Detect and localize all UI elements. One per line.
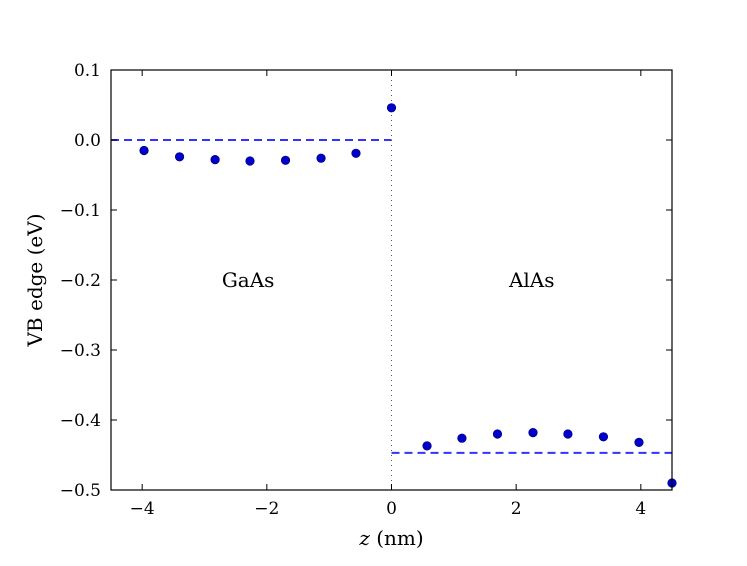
y-tick-label: −0.3 xyxy=(60,341,101,361)
x-axis-ticks: −4 −2 0 2 4 xyxy=(130,70,646,519)
data-points xyxy=(139,103,677,488)
data-point xyxy=(422,441,432,451)
data-point xyxy=(563,429,573,439)
x-tick-label: 4 xyxy=(635,499,646,519)
x-tick-label: −2 xyxy=(254,499,279,519)
data-point xyxy=(457,433,467,443)
data-point xyxy=(634,437,644,448)
data-point xyxy=(280,155,291,165)
data-point xyxy=(386,103,397,113)
y-tick-label: −0.4 xyxy=(60,411,101,431)
y-tick-label: 0.0 xyxy=(74,131,101,151)
x-axis-variable: z xyxy=(358,526,370,550)
data-point xyxy=(245,156,255,166)
data-point xyxy=(598,432,609,442)
data-point xyxy=(351,148,361,158)
data-point xyxy=(528,428,538,438)
x-tick-label: 2 xyxy=(511,499,522,519)
x-axis-unit: (nm) xyxy=(370,526,424,550)
data-point xyxy=(316,153,326,163)
data-point xyxy=(174,152,185,162)
reference-lines xyxy=(111,70,672,490)
x-tick-label: −4 xyxy=(130,499,155,519)
y-tick-label: 0.1 xyxy=(74,61,101,81)
annotations: GaAs AlAs xyxy=(222,268,555,292)
y-tick-label: −0.2 xyxy=(60,271,101,291)
data-point xyxy=(492,429,503,439)
region-label: GaAs xyxy=(222,268,275,292)
region-label: AlAs xyxy=(508,268,555,292)
x-tick-label: 0 xyxy=(386,499,397,519)
data-point xyxy=(139,145,149,156)
x-axis-title: z (nm) xyxy=(358,526,423,550)
y-axis-title: VB edge (eV) xyxy=(23,213,47,347)
y-tick-label: −0.1 xyxy=(60,201,101,221)
y-axis-ticks: 0.1 0.0 −0.1 −0.2 −0.3 −0.4 −0.5 xyxy=(60,61,672,501)
data-point xyxy=(210,155,220,165)
y-tick-label: −0.5 xyxy=(60,481,101,501)
